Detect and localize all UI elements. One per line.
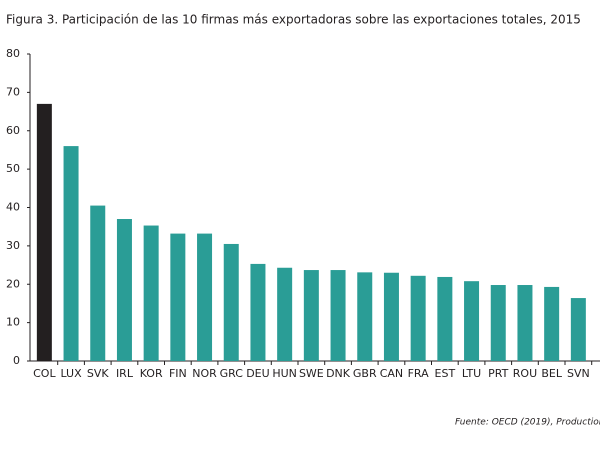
x-tick-label: SWE <box>299 367 324 380</box>
bar <box>143 225 159 361</box>
x-tick-label: ROU <box>513 367 537 380</box>
bar <box>383 272 399 361</box>
bar <box>223 243 239 361</box>
y-tick-label: 0 <box>13 354 20 367</box>
bar <box>570 298 586 361</box>
x-tick-label: GRC <box>220 367 244 380</box>
bar <box>303 270 319 361</box>
bar <box>544 286 560 361</box>
y-tick-label: 30 <box>6 239 20 252</box>
x-tick-label: GBR <box>353 367 377 380</box>
x-tick-label: COL <box>33 367 56 380</box>
x-tick-label: SVN <box>567 367 590 380</box>
x-tick-label: LUX <box>60 367 82 380</box>
y-tick-label: 50 <box>6 162 20 175</box>
x-tick-label: PRT <box>488 367 508 380</box>
y-tick-label: 70 <box>6 85 20 98</box>
bar <box>170 233 186 361</box>
y-tick-label: 20 <box>6 277 20 290</box>
bar <box>410 275 426 361</box>
bar <box>437 276 453 361</box>
bar <box>517 285 533 361</box>
bar <box>277 267 293 361</box>
x-tick-label: DEU <box>246 367 269 380</box>
x-tick-label: BEL <box>541 367 562 380</box>
x-tick-label: CAN <box>380 367 403 380</box>
y-tick-label: 80 <box>6 47 20 60</box>
bar <box>250 263 266 361</box>
x-tick-label: EST <box>435 367 456 380</box>
y-tick-label: 40 <box>6 201 20 214</box>
x-tick-label: FIN <box>169 367 187 380</box>
bar <box>330 270 346 361</box>
bar <box>464 281 480 361</box>
bar <box>36 103 52 361</box>
x-tick-label: SVK <box>87 367 110 380</box>
bar <box>90 205 106 361</box>
y-tick-label: 60 <box>6 124 20 137</box>
bar <box>357 272 373 361</box>
bar <box>490 285 506 361</box>
x-tick-label: DNK <box>326 367 351 380</box>
y-tick-label: 10 <box>6 316 20 329</box>
x-tick-label: HUN <box>272 367 297 380</box>
bar <box>116 219 132 361</box>
bar <box>63 146 79 361</box>
x-tick-label: LTU <box>462 367 481 380</box>
x-tick-label: FRA <box>408 367 430 380</box>
x-tick-label: IRL <box>116 367 134 380</box>
bar <box>197 233 213 361</box>
chart-title: Figura 3. Participación de las 10 firmas… <box>6 13 581 27</box>
x-tick-label: KOR <box>140 367 163 380</box>
x-tick-label: NOR <box>192 367 217 380</box>
source-note: Fuente: OECD (2019), Production Tran <box>455 418 600 428</box>
